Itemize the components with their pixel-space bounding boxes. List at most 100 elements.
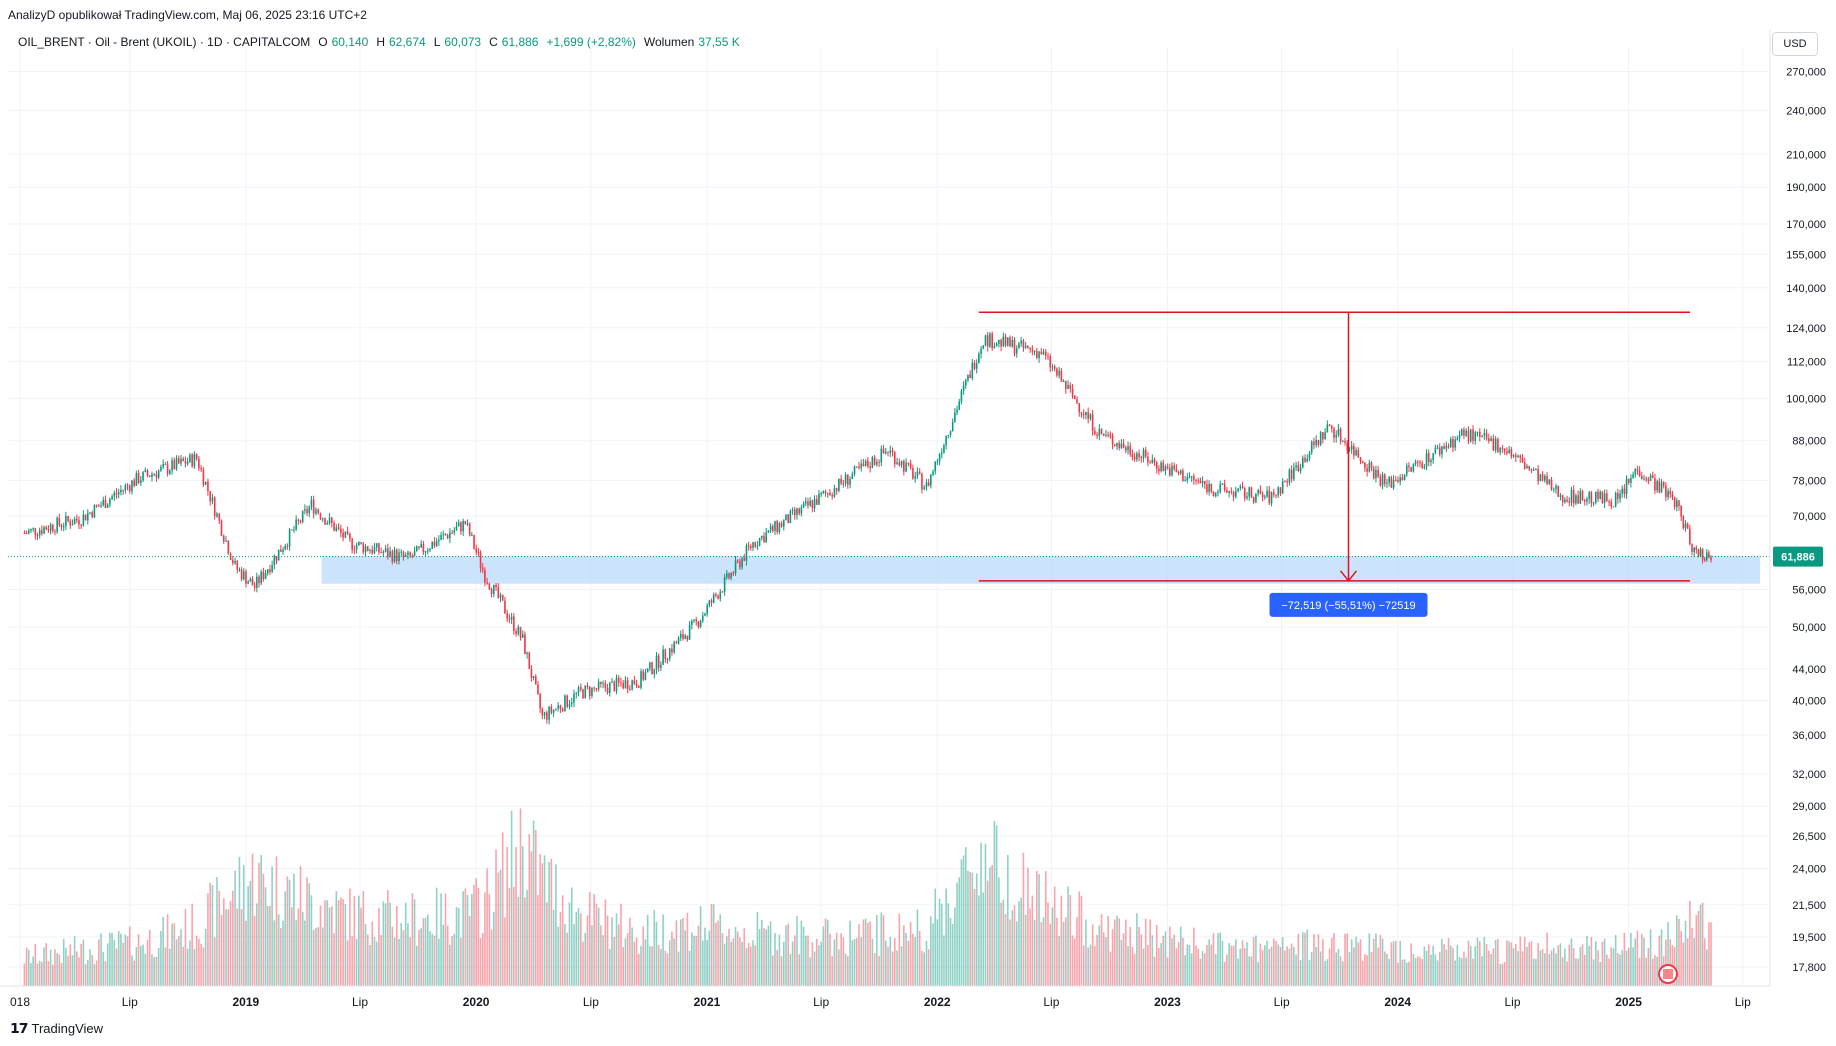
candle-body	[67, 516, 69, 521]
candle-body	[1197, 480, 1200, 482]
volume-bar	[1388, 958, 1390, 986]
candle-body	[1184, 480, 1186, 482]
volume-bar	[660, 948, 662, 986]
candle-body	[842, 483, 845, 485]
volume-bar	[249, 880, 252, 986]
volume-bar	[251, 853, 254, 986]
volume-bar	[936, 919, 939, 986]
candle-body	[853, 466, 856, 475]
volume-bar	[349, 888, 351, 986]
candle-body	[1195, 480, 1197, 482]
candle-body	[609, 682, 611, 693]
candle-body	[1100, 428, 1103, 434]
footer-brand[interactable]: TradingView	[31, 1021, 104, 1036]
candle-body	[582, 689, 584, 699]
volume-bar	[595, 903, 598, 986]
candle-body	[626, 680, 629, 690]
candle-body	[198, 458, 200, 469]
tradingview-logo-icon[interactable]: 𝟭𝟳	[10, 1020, 29, 1036]
candle-body	[734, 560, 737, 574]
volume-bar	[466, 894, 469, 986]
volume-bar	[424, 917, 427, 986]
volume-bar	[1544, 953, 1546, 986]
candle-body	[260, 571, 263, 584]
candle-body	[1465, 430, 1468, 436]
candle-body	[524, 634, 526, 654]
volume-bar	[51, 964, 54, 986]
close-value: 61,886	[501, 35, 539, 49]
volume-bar	[1230, 945, 1233, 986]
volume-bar	[1098, 925, 1101, 986]
volume-bar	[1617, 953, 1619, 986]
y-tick-label: 100,000	[1786, 394, 1826, 406]
symbol-name[interactable]: OIL_BRENT · Oil - Brent (UKOIL) · 1D · C…	[18, 35, 311, 49]
candle-body	[249, 578, 252, 582]
candle-body	[1634, 469, 1637, 475]
candle-body	[1401, 477, 1404, 480]
candle-body	[1188, 477, 1191, 479]
volume-bar	[1221, 940, 1224, 986]
candle-body	[137, 473, 140, 484]
candle-body	[56, 517, 58, 532]
candle-body	[978, 353, 980, 364]
volume-bar	[973, 889, 976, 986]
candle-body	[1214, 493, 1217, 497]
candle-body	[481, 567, 484, 570]
volume-bar	[164, 947, 167, 986]
volume-bar	[1219, 932, 1222, 986]
volume-bar	[1212, 933, 1215, 986]
candle-body	[1129, 446, 1132, 455]
volume-bar	[849, 920, 851, 986]
candle-body	[54, 531, 56, 533]
candle-body	[907, 462, 910, 464]
volume-bar	[818, 945, 820, 986]
volume-bar	[1488, 950, 1490, 986]
low-label: L	[433, 35, 441, 49]
volume-bar	[1383, 951, 1386, 986]
x-tick-label: 2021	[694, 995, 721, 1009]
candle-body	[686, 635, 689, 640]
volume-bar	[956, 882, 958, 986]
volume-bar	[566, 932, 569, 986]
volume-bar	[1535, 959, 1537, 986]
volume-bar	[1472, 958, 1474, 986]
volume-bar	[1684, 920, 1687, 986]
currency-button[interactable]: USD	[1772, 32, 1818, 56]
volume-bar	[446, 925, 449, 986]
volume-bar	[552, 910, 555, 986]
volume-bar	[1623, 932, 1626, 986]
volume-bar	[1248, 956, 1251, 986]
volume-bar	[1586, 935, 1588, 986]
volume-bar	[728, 929, 730, 986]
volume-bar	[1370, 952, 1373, 986]
candle-body	[1091, 414, 1094, 432]
candle-body	[1339, 428, 1342, 442]
volume-bar	[1188, 945, 1191, 986]
volume-bar	[462, 891, 464, 986]
x-tick-label: 2025	[1615, 995, 1642, 1009]
volume-bar	[732, 938, 735, 986]
candle-body	[1226, 490, 1228, 493]
candle-body	[508, 618, 511, 620]
candle-body	[752, 542, 754, 548]
candle-body	[1599, 491, 1602, 499]
volume-bar	[1085, 919, 1087, 986]
candle-body	[557, 705, 559, 709]
candle-body	[342, 532, 344, 538]
volume-bar	[1177, 942, 1180, 986]
volume-bar	[504, 917, 506, 986]
candle-body	[871, 457, 874, 468]
volume-bar	[600, 925, 602, 986]
volume-bar	[275, 856, 278, 986]
volume-bar	[851, 940, 854, 986]
candle-body	[1710, 557, 1712, 561]
candle-body	[1546, 475, 1548, 484]
candle-body	[586, 685, 589, 687]
volume-bar	[1162, 935, 1165, 986]
candle-body	[202, 469, 205, 485]
volume-bar	[697, 925, 700, 986]
candle-body	[1290, 469, 1293, 480]
volume-bar	[613, 936, 616, 986]
volume-bar	[102, 951, 105, 986]
